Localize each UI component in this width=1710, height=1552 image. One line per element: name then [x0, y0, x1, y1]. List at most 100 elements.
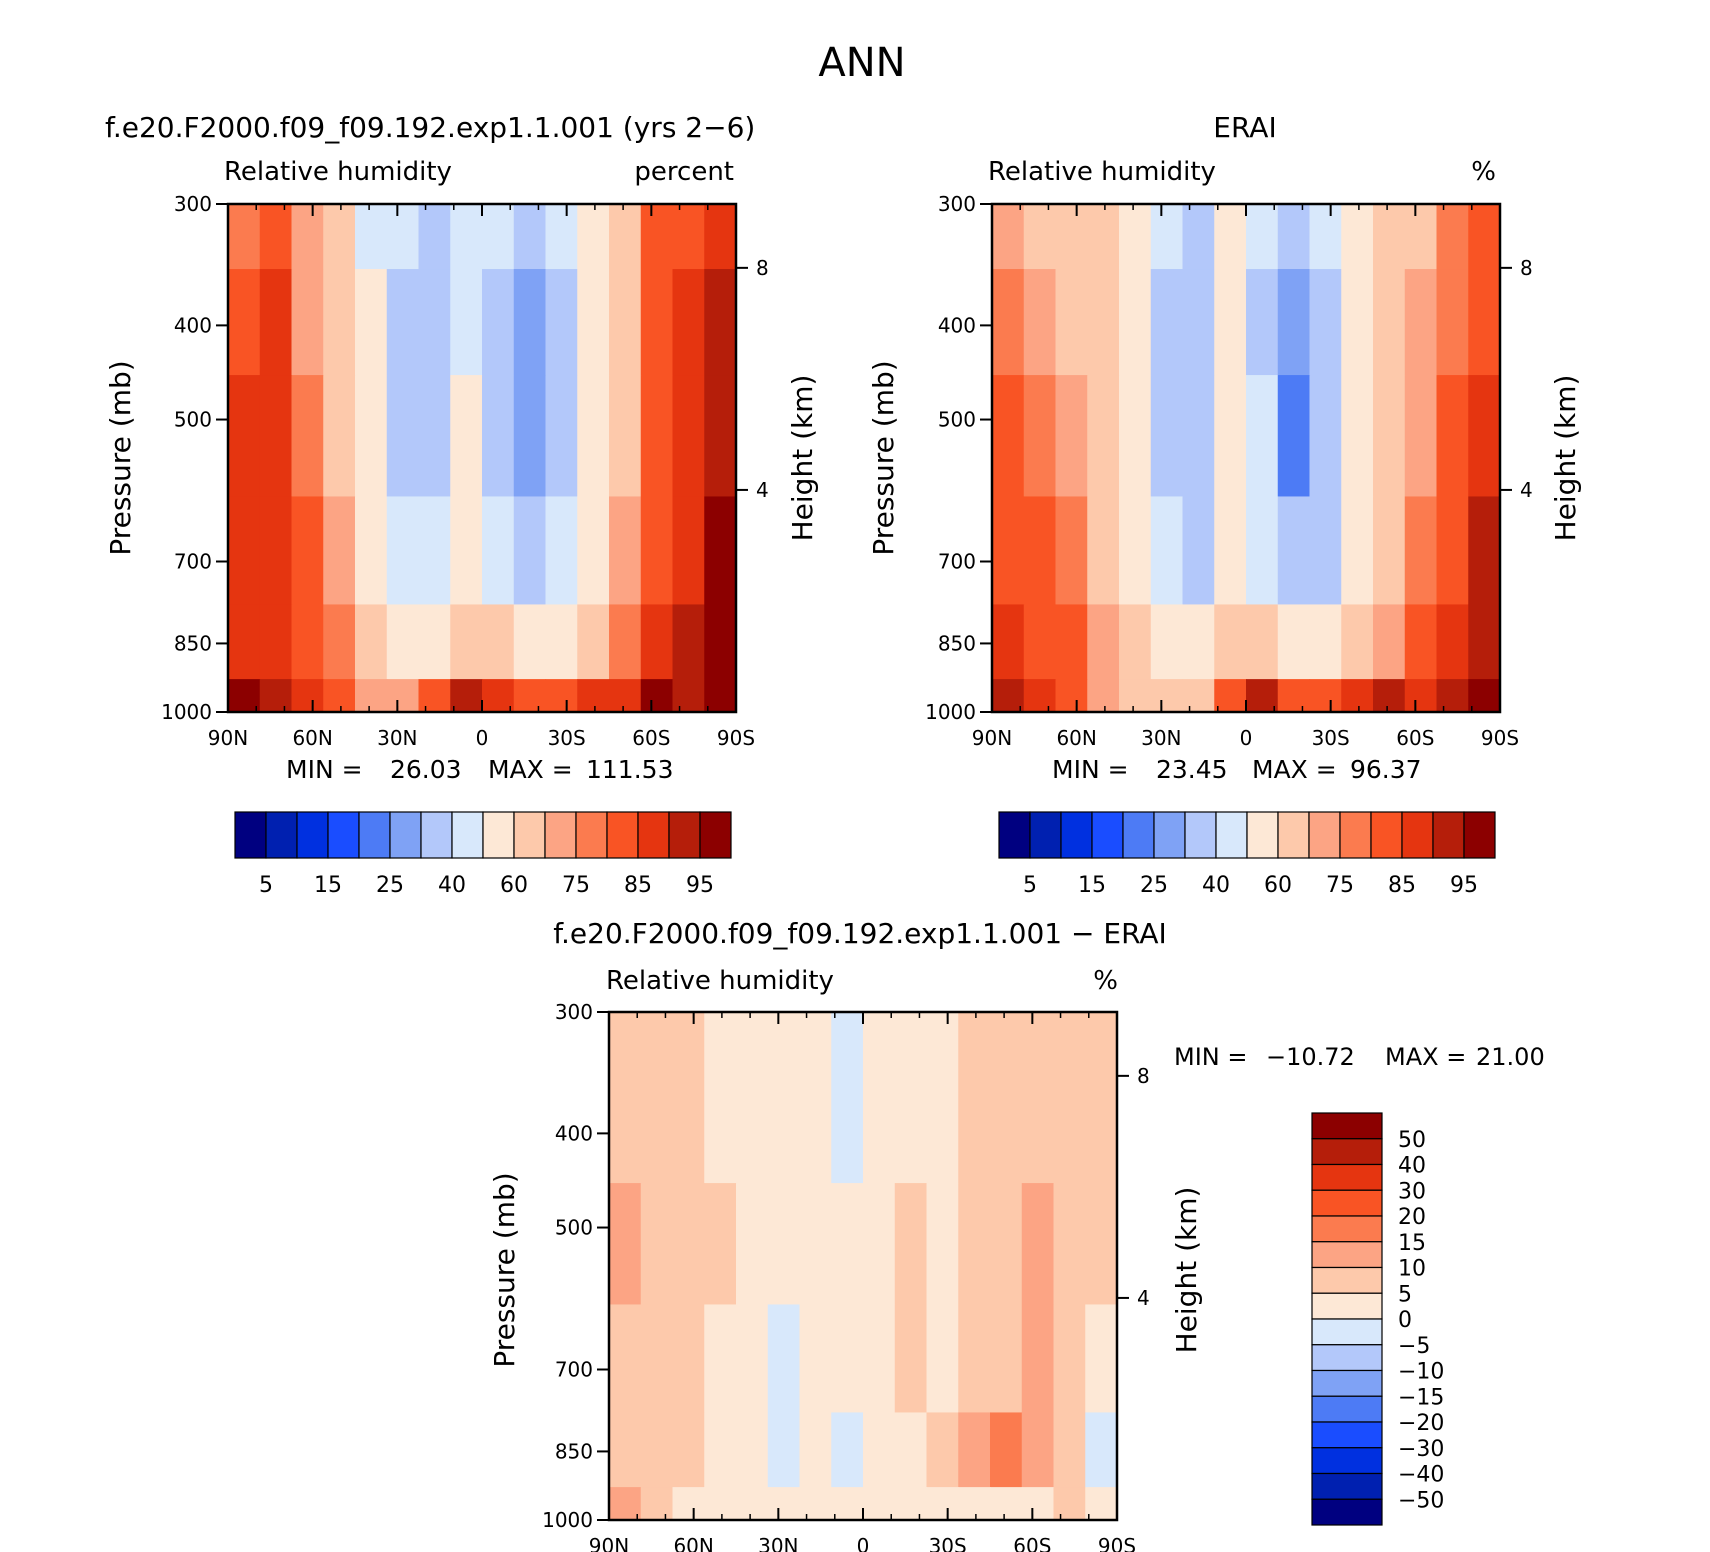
field-cell — [1214, 496, 1247, 606]
field-cell — [228, 375, 261, 498]
field-cell — [863, 1183, 896, 1306]
field-cell — [482, 496, 515, 606]
field-cell — [672, 204, 705, 270]
field-cell — [355, 496, 388, 606]
field-cell — [609, 1012, 642, 1078]
colorbar-label: −20 — [1398, 1411, 1444, 1436]
y-tick-label: 500 — [174, 408, 212, 432]
field-cell — [767, 1412, 801, 1488]
field-cell — [291, 375, 324, 498]
field-cell — [672, 1487, 705, 1521]
field-cell — [990, 1183, 1023, 1306]
field-cell — [1436, 204, 1469, 270]
colorbar-label: 85 — [624, 873, 652, 898]
field-cell — [1119, 269, 1152, 376]
colorbar-swatch — [699, 811, 732, 859]
y-right-tick-label: 8 — [1520, 256, 1533, 280]
colorbar-swatch — [234, 811, 267, 859]
field-cell — [640, 496, 674, 606]
field-cell — [323, 204, 356, 270]
field-cell — [482, 375, 515, 498]
field-cell — [1436, 604, 1469, 680]
field-cell — [1214, 679, 1247, 713]
min-label: MIN = — [1174, 1043, 1247, 1071]
field-cell — [1087, 375, 1120, 498]
field-cell — [672, 269, 705, 376]
colorbar-swatch — [1401, 811, 1434, 859]
field-cell — [672, 679, 705, 713]
field-cell — [545, 269, 578, 376]
colorbar-label: 20 — [1398, 1205, 1426, 1230]
y-tick-label: 400 — [174, 313, 212, 337]
x-tick-label: 0 — [1240, 726, 1253, 750]
colorbar-swatch — [1311, 1266, 1383, 1294]
y-right-axis-label: Height (km) — [786, 375, 819, 542]
field-cell — [577, 204, 610, 270]
field-cell — [958, 1412, 991, 1488]
field-cell — [355, 269, 388, 376]
field-cell — [1150, 375, 1184, 498]
field-cell — [386, 679, 420, 713]
x-tick-label: 30S — [929, 1534, 967, 1552]
max-label: MAX = — [1252, 755, 1337, 784]
x-tick-label: 30N — [377, 726, 417, 750]
y-tick-label: 700 — [555, 1358, 593, 1382]
subtitle-left: Relative humidity — [606, 966, 834, 996]
field-cell — [1341, 679, 1374, 713]
field-cell — [640, 1012, 674, 1078]
field-cell — [355, 604, 388, 680]
field-cell — [291, 204, 324, 270]
x-tick-label: 60N — [1056, 726, 1096, 750]
field-cell — [831, 1304, 864, 1414]
field-cell — [545, 204, 578, 270]
colorbar-swatch — [1277, 811, 1310, 859]
field-cell — [228, 496, 261, 606]
field-cell — [1373, 604, 1406, 680]
field-cell — [736, 1304, 769, 1414]
field-cell — [1023, 204, 1057, 270]
field-cell — [323, 604, 356, 680]
field-cell — [291, 604, 324, 680]
colorbar-swatch — [575, 811, 608, 859]
field-cell — [863, 1012, 896, 1078]
field-cell — [640, 375, 674, 498]
field-cell — [672, 1183, 705, 1306]
panel-title: f.e20.F2000.f09_f09.192.exp1.1.001 (yrs … — [105, 111, 755, 144]
subtitle-right: % — [1093, 966, 1118, 996]
x-tick-label: 90N — [208, 726, 248, 750]
field-cell — [1053, 1012, 1086, 1078]
colorbar-swatch — [296, 811, 329, 859]
field-cell — [831, 1183, 864, 1306]
field-cell — [1436, 679, 1469, 713]
field-cell — [1246, 604, 1279, 680]
field-cell — [1053, 1077, 1086, 1184]
colorbar-swatch — [1311, 1421, 1383, 1449]
field-cell — [450, 204, 483, 270]
field-cell — [894, 1487, 928, 1521]
field-cell — [1341, 604, 1374, 680]
field-cell — [704, 604, 737, 680]
y-tick-label: 400 — [938, 313, 976, 337]
field-cell — [767, 1183, 801, 1306]
colorbar-label: −30 — [1398, 1437, 1444, 1462]
field-cell — [323, 679, 356, 713]
field-cell — [355, 204, 388, 270]
field-cell — [672, 375, 705, 498]
x-tick-label: 30S — [548, 726, 586, 750]
y-tick-label: 850 — [174, 631, 212, 655]
field-cell — [894, 1183, 928, 1306]
colorbar-swatch — [1311, 1163, 1383, 1191]
field-cell — [418, 269, 451, 376]
colorbar-label: 25 — [376, 873, 404, 898]
field-cell — [1119, 496, 1152, 606]
field-cell — [990, 1487, 1023, 1521]
field-cell — [640, 1183, 674, 1306]
min-label: MIN = — [1052, 755, 1129, 784]
field-cell — [736, 1077, 769, 1184]
field-cell — [418, 204, 451, 270]
field-cell — [990, 1412, 1023, 1488]
x-tick-label: 90N — [589, 1534, 629, 1552]
field-cell — [323, 375, 356, 498]
field-cell — [863, 1077, 896, 1184]
colorbar-swatch — [637, 811, 670, 859]
